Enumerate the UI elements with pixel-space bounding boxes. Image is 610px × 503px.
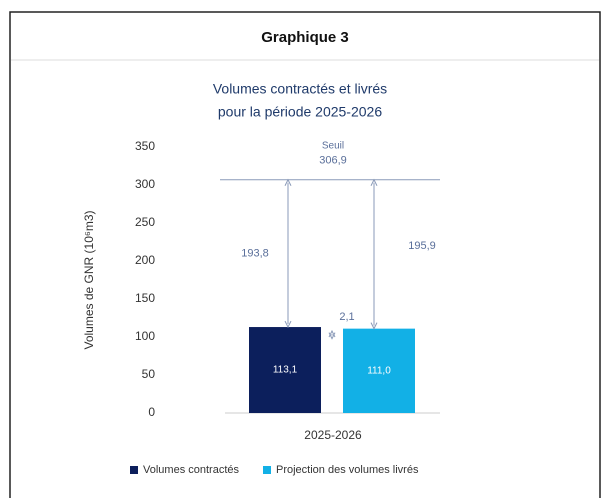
y-tick-label: 50 xyxy=(142,367,156,381)
arrow-head xyxy=(328,329,336,340)
legend-swatch xyxy=(130,466,138,474)
header-title: Graphique 3 xyxy=(261,29,349,46)
bar xyxy=(249,327,321,413)
y-tick-label: 100 xyxy=(135,329,155,343)
bar xyxy=(343,328,415,413)
legend-label: Projection des volumes livrés xyxy=(276,464,419,476)
frame xyxy=(9,11,601,503)
y-tick-label: 250 xyxy=(135,215,155,229)
y-tick-label: 150 xyxy=(135,291,155,305)
threshold-value: 306,9 xyxy=(319,155,347,167)
legend-label: Volumes contractés xyxy=(143,464,239,476)
y-tick-label: 300 xyxy=(135,177,155,191)
threshold-label: Seuil xyxy=(322,140,344,151)
annotation: 193,8 xyxy=(241,247,269,259)
arrow-head xyxy=(284,178,292,329)
arrow-head xyxy=(370,178,378,330)
y-tick-label: 200 xyxy=(135,253,155,267)
y-axis-label: Volumes de GNR (10⁶m3) xyxy=(82,211,96,350)
y-tick-label: 350 xyxy=(135,139,155,153)
value-label: 111,0 xyxy=(367,365,391,376)
value-label: 113,1 xyxy=(273,365,298,376)
legend-swatch xyxy=(263,466,271,474)
chart-title: Volumes contractés et livrés xyxy=(213,81,387,97)
annotation: 195,9 xyxy=(408,240,436,252)
annotation: 2,1 xyxy=(339,311,354,323)
x-tick-label: 2025-2026 xyxy=(304,428,362,442)
chart-title: pour la période 2025-2026 xyxy=(218,104,382,120)
y-tick-label: 0 xyxy=(148,405,155,419)
